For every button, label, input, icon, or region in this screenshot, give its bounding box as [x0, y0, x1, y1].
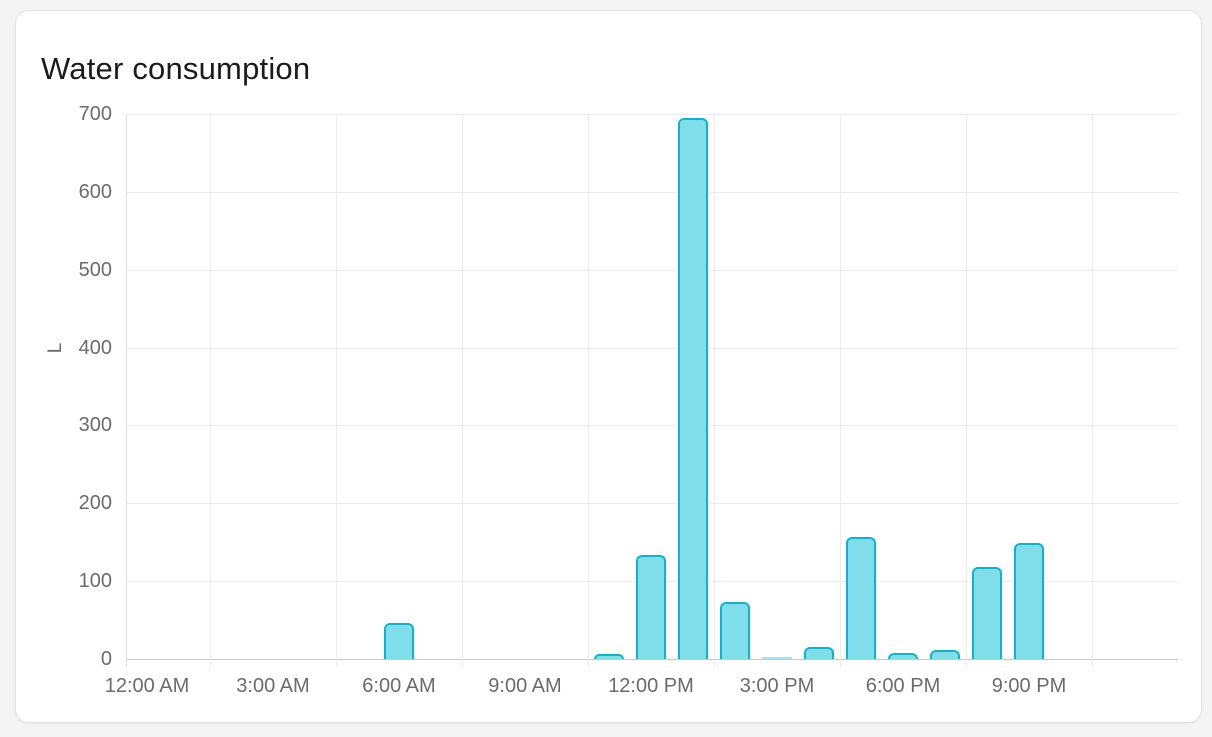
y-axis-line	[126, 114, 127, 667]
y-tick-label: 100	[78, 570, 112, 593]
y-tick-label: 0	[100, 648, 112, 670]
y-tick-label: 700	[78, 103, 112, 125]
water-consumption-chart: L 0 100 200 300 400 500 600 700 12:00 AM 3:00 AM 6…	[16, 11, 1201, 722]
x-tick-label: 12:00 PM	[608, 675, 694, 697]
bar-3-pm[interactable]	[762, 657, 792, 659]
x-tick-label: 9:00 PM	[991, 675, 1067, 697]
grid-line-vertical	[714, 114, 715, 667]
bar-6-am[interactable]	[384, 623, 414, 659]
x-axis-baseline	[126, 659, 1178, 660]
grid-line-horizontal	[126, 503, 1178, 505]
grid-line-vertical	[336, 114, 337, 667]
bar-11-am[interactable]	[594, 654, 624, 659]
grid-line-vertical	[210, 114, 211, 667]
bar-7-pm[interactable]	[930, 650, 960, 659]
x-tick-label: 3:00 PM	[739, 675, 815, 697]
x-tick-label: 6:00 AM	[362, 675, 436, 697]
y-tick-label: 400	[78, 336, 112, 359]
x-tick-label: 3:00 AM	[236, 675, 310, 697]
bar-5-pm[interactable]	[846, 537, 876, 659]
grid-line-vertical	[840, 114, 841, 667]
y-tick-label: 300	[78, 414, 112, 437]
grid-line-horizontal	[126, 347, 1178, 349]
bar-6-pm[interactable]	[888, 653, 918, 659]
x-tick-label: 6:00 PM	[865, 675, 941, 697]
grid-line-horizontal	[126, 425, 1178, 427]
grid-line-horizontal	[126, 191, 1178, 193]
grid-line-horizontal	[126, 269, 1178, 271]
y-tick-label: 600	[78, 180, 112, 203]
bar-12-pm[interactable]	[636, 555, 666, 659]
grid-line-vertical	[588, 114, 589, 667]
y-tick-label: 500	[78, 258, 112, 281]
bar-9-pm[interactable]	[1014, 543, 1044, 659]
grid-line-vertical	[1092, 114, 1093, 667]
card-title: Water consumption	[41, 51, 311, 86]
bar-1-pm[interactable]	[678, 118, 708, 659]
x-tick-label: 12:00 AM	[104, 675, 190, 697]
bar-2-pm[interactable]	[720, 602, 750, 659]
x-tick-label: 9:00 AM	[488, 675, 562, 697]
grid-line-vertical	[462, 114, 463, 667]
water-consumption-card: Water consumption L 0 100 200 300 400 500 600 7…	[15, 10, 1202, 723]
y-tick-label: 200	[78, 492, 112, 515]
grid-line-horizontal	[126, 114, 1178, 115]
grid-line-vertical	[966, 114, 967, 667]
bar-8-pm[interactable]	[972, 567, 1002, 659]
bar-4-pm[interactable]	[804, 647, 834, 659]
